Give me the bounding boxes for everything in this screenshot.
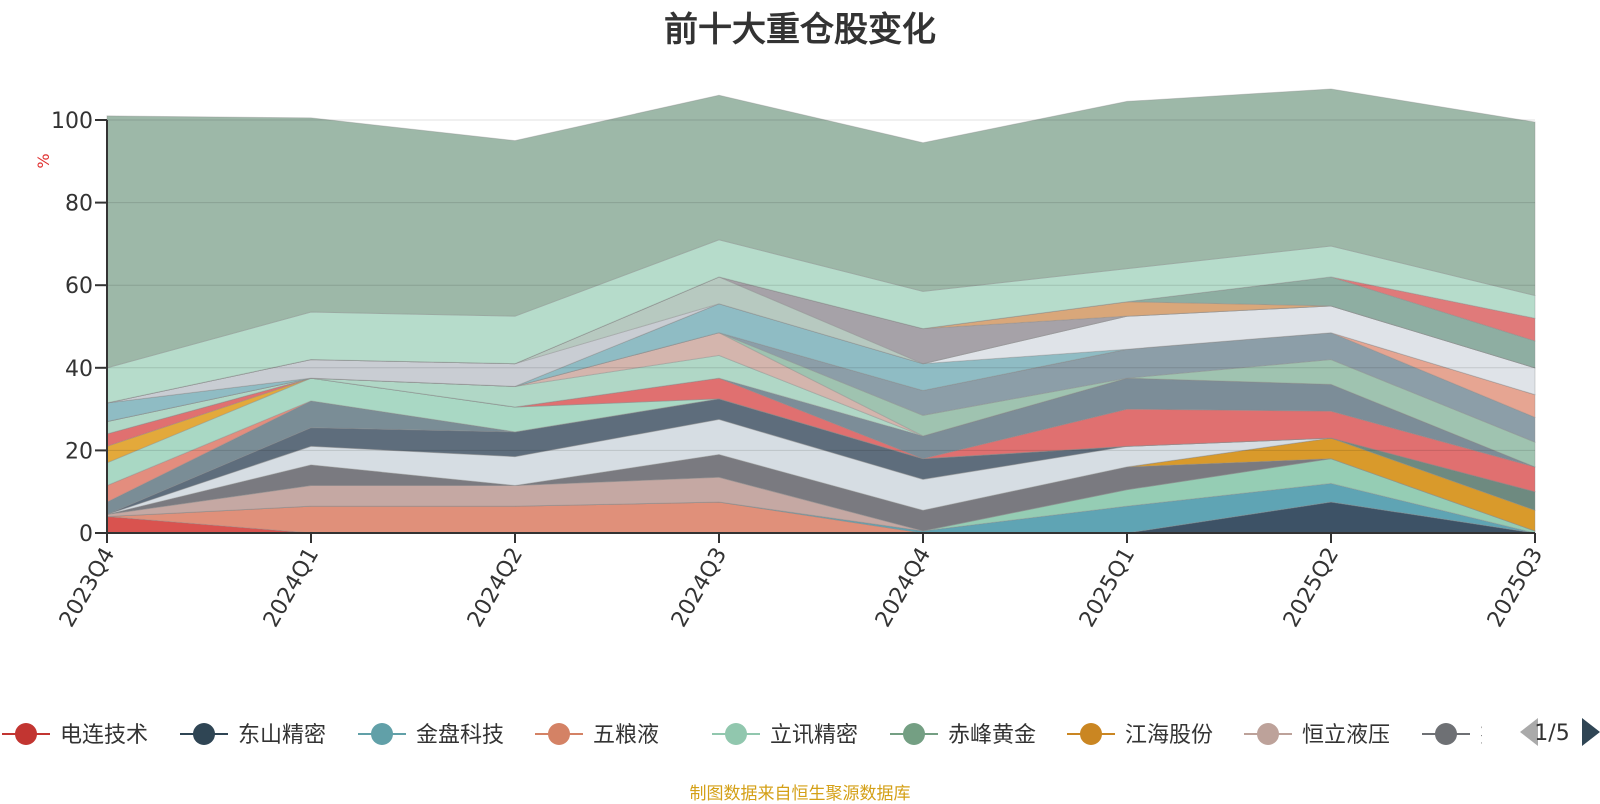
y-tick-label: 20 [65,439,93,464]
legend-next-page-icon[interactable] [1582,718,1600,746]
legend-item[interactable]: 金盘科技 [358,723,504,748]
legend-item[interactable]: 恒立液压 [1244,723,1390,748]
legend-label: 江海股份 [1125,723,1213,748]
y-tick-label: 0 [79,522,93,547]
legend-item[interactable]: 赤峰黄金 [890,723,1036,748]
legend-item[interactable]: 立讯精密 [712,723,858,748]
legend-marker-icon [725,723,747,745]
legend-marker-icon [1080,723,1102,745]
legend: 电连技术 东山精密 金盘科技 五粮液 立讯精密 赤峰黄金 江海股份 恒立液压 杰瑞股份 [2,723,1568,748]
legend-label: 杰瑞股份 [1480,723,1568,748]
legend-marker-icon [1435,723,1457,745]
area-series-group [106,88,1536,534]
legend-label: 赤峰黄金 [948,723,1036,748]
legend-label: 金盘科技 [416,723,504,748]
legend-item[interactable]: 杰瑞股份 [1422,723,1568,748]
y-tick-label: 40 [65,357,93,382]
legend-marker-icon [1257,723,1279,745]
legend-marker-icon [371,723,393,745]
x-tick-label: 2025Q2 [1279,544,1344,632]
x-tick-label: 2025Q1 [1075,544,1140,632]
source-note: 制图数据来自恒生聚源数据库 [689,784,911,804]
legend-label: 五粮液 [593,723,659,748]
legend-item[interactable]: 五粮液 [535,723,659,748]
legend-prev-page-icon[interactable] [1520,718,1538,746]
x-tick-label: 2023Q4 [55,544,120,632]
y-tick-label: 60 [65,274,93,299]
legend-marker-icon [903,723,925,745]
legend-marker-icon [548,723,570,745]
area-series-31 [106,239,1536,404]
legend-item[interactable]: 电连技术 [2,723,148,748]
y-axis: 0 20 40 60 80 100 [51,109,108,547]
x-tick-label: 2024Q3 [667,544,732,632]
x-tick-label: 2025Q3 [1483,544,1548,632]
legend-page-indicator: 1/5 [1534,721,1569,746]
legend-marker-icon [193,723,215,745]
y-tick-label: 100 [51,109,93,134]
legend-pager: 1/5 [1520,718,1600,746]
chart-title: 前十大重仓股变化 [664,10,936,50]
legend-label: 电连技术 [60,723,148,748]
x-tick-label: 2024Q2 [463,544,528,632]
legend-item[interactable]: 江海股份 [1067,723,1213,748]
legend-item[interactable]: 东山精密 [180,723,326,748]
y-tick-label: 80 [65,192,93,217]
y-axis-unit-label: % [34,153,53,168]
x-tick-label: 2024Q1 [259,544,324,632]
x-tick-label: 2024Q4 [871,544,936,632]
legend-label: 东山精密 [238,723,326,748]
legend-marker-icon [15,723,37,745]
legend-label: 立讯精密 [770,723,858,748]
x-axis: 2023Q4 2024Q1 2024Q2 2024Q3 2024Q4 2025Q1 2025… [55,532,1548,632]
area-series-32 [106,88,1536,369]
legend-label: 恒立液压 [1302,723,1390,748]
